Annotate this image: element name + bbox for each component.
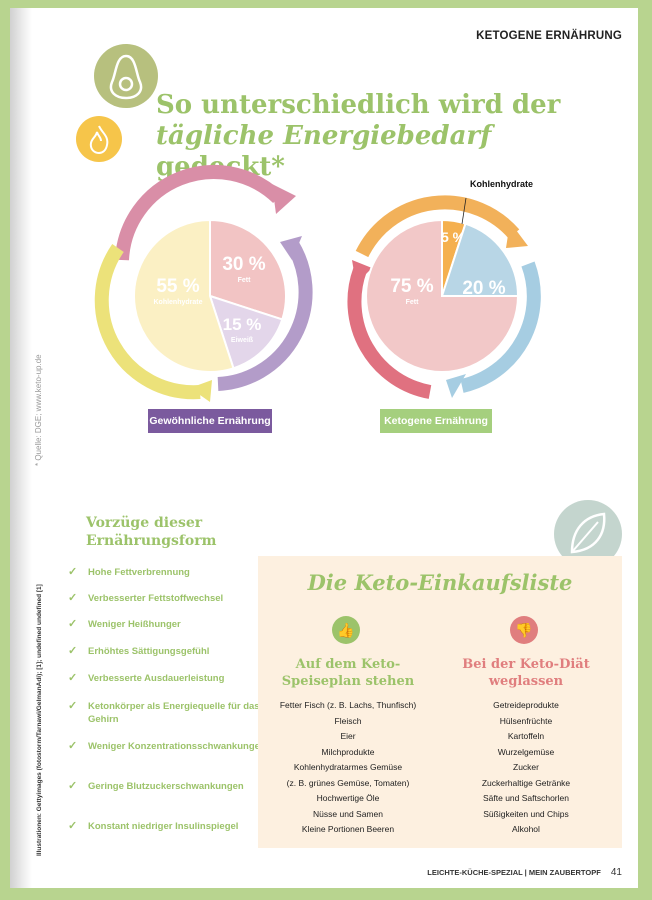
avoid-list: Getreideprodukte Hülsenfrüchte Kartoffeln W… bbox=[441, 698, 611, 838]
ring-arc-blue bbox=[460, 261, 541, 393]
benefit-text: Weniger Konzentrationsschwankungen bbox=[88, 741, 266, 752]
avocado-icon bbox=[94, 44, 158, 108]
pie-slice-kohlenhydrate bbox=[441, 218, 467, 297]
slice-value-label: 75 % bbox=[390, 276, 433, 297]
avoid-item: Zucker bbox=[513, 762, 539, 772]
slice-value-label: 20 % bbox=[462, 278, 505, 299]
slice-category-label: Eiweiß bbox=[231, 337, 254, 344]
allowed-list: Fetter Fisch (z. B. Lachs, Thunfisch) Fle… bbox=[263, 698, 433, 838]
allowed-item: Kleine Portionen Beeren bbox=[301, 824, 395, 834]
benefits-title: Vorzüge dieser Ernährungsform bbox=[86, 515, 217, 549]
slice-value-label: 30 % bbox=[222, 254, 265, 275]
allowed-item: Fleisch bbox=[334, 715, 362, 726]
page-footer: LEICHTE-KÜCHE-SPEZIAL | MEIN ZAUBERTOPF … bbox=[427, 867, 622, 878]
benefit-text: Erhöhtes Sättigungsgefühl bbox=[88, 646, 210, 657]
allowed-item: Eier bbox=[340, 731, 356, 741]
page-number: 41 bbox=[610, 867, 622, 878]
ribbon-keto: Ketogene Ernährung bbox=[380, 409, 492, 433]
page-fold-shadow bbox=[10, 8, 32, 888]
avoid-item: Süßigkeiten und Chips bbox=[483, 808, 569, 819]
slice-value-label: 5 % bbox=[441, 229, 466, 245]
slice-value-label: 15 % bbox=[223, 315, 262, 334]
checkmark-icon: ✓ bbox=[68, 566, 78, 578]
allowed-item: Kohlenhydratarmes Gemüse bbox=[293, 762, 403, 772]
avoid-item: Alkohol bbox=[512, 824, 540, 834]
allowed-item: (z. B. grünes Gemüse, Tomaten) bbox=[286, 777, 410, 788]
callout-line bbox=[461, 197, 467, 225]
allowed-item: Hochwertige Öle bbox=[316, 793, 380, 803]
ring-arrow-blue bbox=[446, 374, 466, 398]
ring-arrow-orange bbox=[506, 222, 528, 248]
ribbon-normal: Gewöhnliche Ernährung bbox=[148, 409, 272, 433]
headline-line-2b: gedeckt* bbox=[156, 152, 285, 182]
illustration-credit: Illustrationen: Gettyimages (fotostorm/T… bbox=[36, 584, 43, 856]
pie-slice-fett bbox=[365, 218, 520, 373]
benefit-text: Konstant niedriger Insulinspiegel bbox=[88, 821, 239, 832]
benefit-text: Ketonkörper als Energiequelle für das Ge… bbox=[88, 701, 260, 725]
pie-slice-eiweiß bbox=[208, 294, 284, 370]
headline-line-2: tägliche Energiebedarf gedeckt* bbox=[156, 121, 576, 183]
slice-category-label: Fett bbox=[238, 277, 252, 284]
benefit-text: Verbesserter Fettstoffwechsel bbox=[88, 593, 224, 604]
allowed-item: Nüsse und Samen bbox=[313, 808, 383, 819]
pie-slice-eiweiß bbox=[440, 222, 520, 297]
checkmark-icon: ✓ bbox=[68, 672, 78, 684]
benefit-text: Hohe Fettverbrennung bbox=[88, 567, 190, 578]
ring-arc-red bbox=[347, 267, 432, 399]
avoid-item: Zuckerhaltige Getränke bbox=[481, 777, 571, 788]
allowed-title: Auf dem Keto-Speiseplan stehen bbox=[281, 657, 415, 689]
avoid-item: Getreideprodukte bbox=[493, 700, 559, 710]
avoid-item: Hülsenfrüchte bbox=[499, 715, 553, 726]
shopping-list-box: Die Keto-Einkaufsliste 👍 👎 Auf dem Keto-… bbox=[258, 556, 622, 848]
thumbs-up-icon: 👍 bbox=[332, 616, 360, 644]
ring-arrow-pink bbox=[272, 184, 296, 214]
checkmark-icon: ✓ bbox=[68, 618, 78, 630]
pie-slice-kohlenhydrate bbox=[133, 218, 235, 373]
ring-arrow-red bbox=[352, 260, 372, 284]
ring-arc-orange bbox=[355, 195, 520, 258]
headline-line-1: So unterschiedlich wird der bbox=[156, 90, 561, 120]
ring-arc-pink bbox=[115, 165, 283, 261]
shopping-title: Die Keto-Einkaufsliste bbox=[307, 570, 573, 595]
checkmark-icon: ✓ bbox=[68, 780, 78, 792]
slice-category-label: Kohlenhydrate bbox=[153, 299, 202, 306]
headline: So unterschiedlich wird der tägliche Ene… bbox=[156, 90, 576, 183]
checkmark-icon: ✓ bbox=[68, 700, 78, 712]
ring-arrow-yellow bbox=[190, 380, 212, 402]
checkmark-icon: ✓ bbox=[68, 820, 78, 832]
avoid-item: Säfte und Saftschorlen bbox=[482, 793, 569, 803]
ring-arc-yellow bbox=[94, 244, 201, 400]
ring-arc-purple bbox=[217, 240, 313, 391]
benefit-text: Verbesserte Ausdauerleistung bbox=[88, 673, 225, 684]
ring-arrow-purple bbox=[280, 236, 302, 260]
slice-value-label: 55 % bbox=[156, 276, 199, 297]
ribbon-normal-label: Gewöhnliche Ernährung bbox=[149, 415, 271, 427]
slice-category-label: Fett bbox=[406, 299, 420, 306]
allowed-item: Milchprodukte bbox=[321, 746, 375, 757]
section-title: KETOGENE ERNÄHRUNG bbox=[476, 30, 622, 42]
benefit-text: Geringe Blutzuckerschwankungen bbox=[88, 781, 244, 792]
headline-line-2a: tägliche Energiebedarf bbox=[156, 121, 492, 151]
magazine-name: LEICHTE-KÜCHE-SPEZIAL | MEIN ZAUBERTOPF bbox=[427, 868, 601, 877]
thumbs-down-icon: 👎 bbox=[510, 616, 538, 644]
slice-category-label: Eiweiß bbox=[473, 301, 496, 308]
magazine-page: KETOGENE ERNÄHRUNG So unterschiedlich wi… bbox=[10, 8, 638, 888]
source-credit: * Quelle: DGE; www.keto-up.de bbox=[34, 354, 43, 466]
pie-chart-normal: 30 % Fett 15 % Eiweiß 55 % Kohlenhydrate bbox=[133, 218, 287, 373]
checkmark-icon: ✓ bbox=[68, 645, 78, 657]
avoid-title: Bei der Keto-Diät weglassen bbox=[462, 657, 590, 689]
checkmark-icon: ✓ bbox=[68, 592, 78, 604]
flame-icon bbox=[76, 116, 122, 162]
avoid-item: Wurzelgemüse bbox=[497, 746, 555, 757]
benefit-text: Weniger Heißhunger bbox=[88, 619, 181, 630]
checkmark-icon: ✓ bbox=[68, 740, 78, 752]
avoid-item: Kartoffeln bbox=[507, 731, 545, 741]
ribbon-keto-label: Ketogene Ernährung bbox=[384, 415, 488, 427]
pie-chart-keto: 5 % 20 % Eiweiß 75 % Fett bbox=[365, 218, 520, 373]
allowed-item: Fetter Fisch (z. B. Lachs, Thunfisch) bbox=[279, 700, 417, 710]
pie-slice-fett bbox=[209, 218, 287, 321]
